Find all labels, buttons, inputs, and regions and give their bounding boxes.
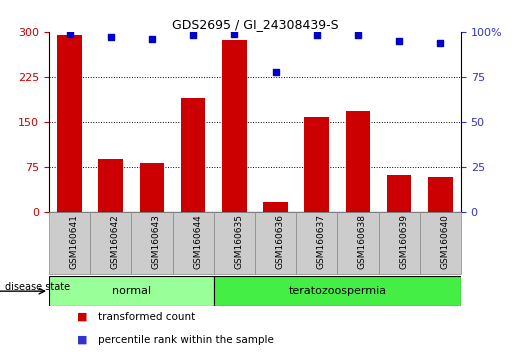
Bar	[420, 212, 461, 274]
Text: ■: ■	[77, 312, 88, 322]
Bar	[49, 276, 214, 306]
Title: GDS2695 / GI_24308439-S: GDS2695 / GI_24308439-S	[171, 18, 338, 31]
Bar	[379, 212, 420, 274]
Bar	[173, 212, 214, 274]
Point	[313, 33, 321, 38]
Text: GSM160639: GSM160639	[399, 214, 408, 269]
Text: GSM160640: GSM160640	[440, 214, 449, 269]
Text: GSM160635: GSM160635	[234, 214, 243, 269]
Point	[107, 34, 115, 40]
Point	[230, 31, 238, 36]
Bar	[222, 40, 247, 212]
Text: GSM160643: GSM160643	[152, 214, 161, 269]
Bar	[131, 212, 173, 274]
Point	[65, 31, 74, 36]
Bar	[90, 212, 131, 274]
Bar	[214, 276, 461, 306]
Text: ■: ■	[77, 335, 88, 345]
Bar	[181, 98, 205, 212]
Bar	[140, 163, 164, 212]
Bar	[304, 117, 329, 212]
Text: GSM160636: GSM160636	[276, 214, 284, 269]
Point	[395, 38, 403, 44]
Point	[271, 69, 280, 74]
Bar	[98, 159, 123, 212]
Text: GSM160637: GSM160637	[317, 214, 325, 269]
Text: transformed count: transformed count	[98, 312, 195, 322]
Bar	[346, 111, 370, 212]
Text: GSM160642: GSM160642	[111, 214, 119, 269]
Point	[436, 40, 444, 46]
Point	[189, 33, 197, 38]
Text: teratozoospermia: teratozoospermia	[288, 286, 386, 296]
Bar	[337, 212, 379, 274]
Point	[354, 33, 362, 38]
Bar	[255, 212, 296, 274]
Bar	[296, 212, 337, 274]
Text: percentile rank within the sample: percentile rank within the sample	[98, 335, 274, 345]
Text: disease state: disease state	[5, 282, 70, 292]
Bar	[214, 212, 255, 274]
Point	[148, 36, 156, 42]
Text: GSM160644: GSM160644	[193, 214, 202, 269]
Bar	[49, 212, 90, 274]
Bar	[57, 35, 82, 212]
Text: GSM160638: GSM160638	[358, 214, 367, 269]
Bar	[428, 177, 453, 212]
Bar	[387, 175, 411, 212]
Text: normal: normal	[112, 286, 151, 296]
Bar	[263, 201, 288, 212]
Text: GSM160641: GSM160641	[70, 214, 78, 269]
